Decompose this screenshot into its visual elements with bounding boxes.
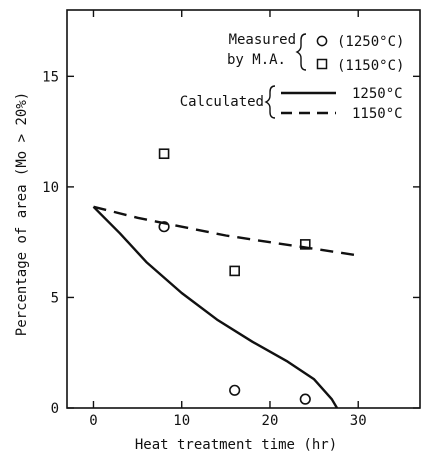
- legend-dashed-label: 1150°C: [352, 106, 403, 122]
- x-axis-title: Heat treatment time (hr): [135, 437, 337, 453]
- legend-measured-brace: [295, 33, 307, 71]
- legend-square-marker: [316, 58, 328, 70]
- calculated-1250-line: [92, 205, 339, 409]
- plot-area-border: [66, 9, 421, 409]
- y-tick-label: 15: [42, 69, 59, 85]
- y-tick-label: 5: [51, 290, 59, 306]
- y-tick-label: 10: [42, 180, 59, 196]
- legend-circle-marker: [316, 35, 328, 47]
- legend-square-label: (1150°C): [337, 58, 404, 74]
- legend-measured-line1: Measured: [229, 32, 296, 48]
- legend-calculated-brace: [264, 85, 276, 119]
- y-axis-title: Percentage of area (Mo > 20%): [14, 92, 30, 336]
- measured-1250-point: [299, 393, 311, 405]
- y-tick-label: 0: [51, 401, 59, 417]
- x-tick-label: 30: [350, 413, 367, 429]
- measured-1150-point: [299, 239, 311, 250]
- legend: Measured by M.A. (1250°C) (1150°C) Calcu…: [180, 32, 405, 122]
- measured-1150-point: [229, 265, 240, 277]
- legend-measured-line2: by M.A.: [227, 52, 286, 68]
- legend-calculated-label: Calculated: [180, 94, 264, 110]
- legend-solid-label: 1250°C: [352, 86, 403, 102]
- plot-frame: [66, 9, 421, 409]
- measured-1250-point: [158, 221, 170, 233]
- calculated-1150-line: [93, 205, 359, 257]
- axis-ticks: 0 10 20 30 0 5 10 15: [42, 10, 420, 429]
- x-tick-label: 20: [262, 413, 279, 429]
- measured-1250-point: [229, 384, 241, 396]
- x-tick-label: 10: [173, 413, 190, 429]
- x-tick-label: 0: [89, 413, 97, 429]
- calculated-curves: [92, 205, 359, 409]
- legend-circle-label: (1250°C): [337, 34, 404, 50]
- measured-markers: [158, 148, 311, 405]
- measured-1150-point: [158, 148, 170, 160]
